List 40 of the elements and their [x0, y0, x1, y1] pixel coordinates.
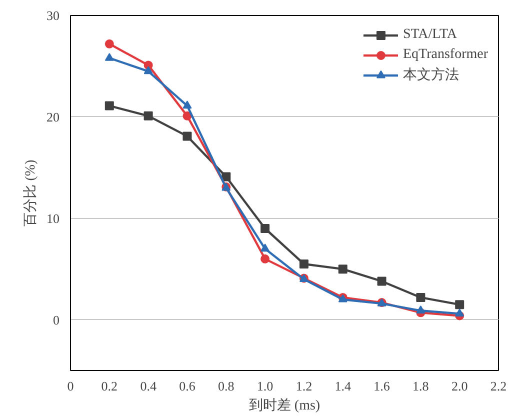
point [144, 66, 153, 74]
x-tick-label: 1.8 [412, 378, 429, 394]
x-tick-label: 0.4 [140, 378, 157, 394]
point [455, 300, 464, 310]
point [104, 52, 114, 61]
point [260, 244, 270, 252]
x-tick-label: 0 [67, 378, 74, 394]
point [260, 254, 270, 264]
x-tick-label: 1.2 [296, 378, 312, 394]
point [338, 264, 348, 274]
point [144, 111, 153, 120]
y-tick-label: 0 [53, 312, 60, 328]
x-tick-label: 2.2 [490, 378, 507, 394]
x-tick-label: 2.0 [451, 378, 468, 394]
x-tick-label: 0.8 [218, 378, 234, 394]
point [377, 276, 386, 286]
point [104, 39, 114, 48]
y-axis-title: 百分比 (%) [22, 159, 38, 226]
x-tick-label: 1.4 [334, 378, 352, 394]
x-tick-label: 0.6 [179, 378, 196, 394]
point [260, 224, 270, 233]
point [182, 100, 192, 109]
y-tick-label: 30 [46, 8, 60, 23]
point [182, 132, 192, 141]
point [416, 306, 426, 314]
legend-label: 本文方法 [402, 66, 459, 84]
point [416, 292, 426, 302]
point [455, 308, 464, 317]
y-tick-label: 20 [46, 109, 60, 124]
x-tick-label: 1.0 [256, 378, 274, 394]
legend-label: STA/LTA [402, 27, 457, 43]
point [104, 101, 114, 110]
point [182, 111, 192, 120]
point [222, 172, 231, 182]
x-tick-label: 0.2 [101, 378, 118, 394]
x-tick-label: 1.6 [374, 378, 390, 394]
legend-label: EqTransformer [402, 47, 488, 63]
point [299, 260, 308, 268]
x-axis-title: 到时差 (ms) [248, 398, 320, 414]
y-tick-label: 10 [46, 210, 60, 226]
